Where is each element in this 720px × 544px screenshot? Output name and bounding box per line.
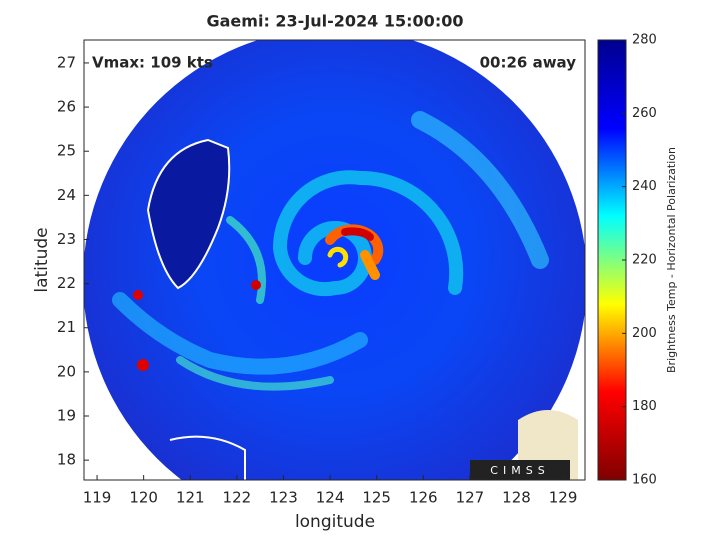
x-tick-label: 122: [223, 489, 252, 507]
annotation: 00:26 away: [480, 54, 577, 72]
colorbar-tick-label: 280: [632, 33, 657, 48]
y-tick-label: 27: [57, 53, 76, 71]
chart-title: Gaemi: 23-Jul-2024 15:00:00: [207, 12, 464, 31]
x-tick-label: 123: [269, 489, 298, 507]
y-tick-label: 26: [57, 98, 76, 116]
colorbar-tick-label: 260: [632, 106, 657, 121]
y-tick-label: 22: [57, 274, 76, 292]
y-tick-label: 25: [57, 142, 76, 160]
colorbar-tick-label: 160: [632, 473, 657, 488]
x-axis-label: longitude: [295, 512, 375, 532]
axes-box: [83, 39, 586, 481]
y-tick-label: 24: [57, 186, 76, 204]
x-tick-label: 126: [409, 489, 438, 507]
x-tick-label: 121: [176, 489, 205, 507]
colorbar-tick-label: 220: [632, 253, 657, 268]
y-axis-label: latitude: [32, 227, 52, 292]
colorbar-fill: [597, 39, 627, 481]
x-tick-label: 124: [316, 489, 345, 507]
annotation: Vmax: 109 kts: [92, 54, 213, 72]
image-layer: CIMSS: [84, 40, 585, 480]
colorbar-tick-label: 200: [632, 326, 657, 341]
y-tick-label: 19: [57, 407, 76, 425]
y-tick-label: 21: [57, 318, 76, 336]
x-tick-label: 120: [129, 489, 158, 507]
colorbar: 160 180 200 220 240 260 280: [597, 33, 657, 488]
colorbar-label: Brightness Temp - Horizontal Polarizatio…: [665, 147, 678, 373]
x-tick-label: 119: [83, 489, 112, 507]
y-tick-label: 20: [57, 362, 76, 380]
x-tick-label: 128: [502, 489, 531, 507]
y-tick-label: 23: [57, 230, 76, 248]
coastline: [169, 435, 246, 480]
swath: [84, 40, 585, 480]
colorbar-tick-label: 240: [632, 179, 657, 194]
logo-text: CIMSS: [490, 464, 549, 477]
coastline: [146, 138, 231, 290]
x-tick-label: 129: [549, 489, 578, 507]
logo-bar: [470, 460, 570, 480]
y-tick-label: 18: [57, 451, 76, 469]
x-tick-label: 127: [456, 489, 485, 507]
x-tick-label: 125: [362, 489, 391, 507]
rainbands: [112, 111, 549, 391]
colorbar-tick-label: 180: [632, 399, 657, 414]
